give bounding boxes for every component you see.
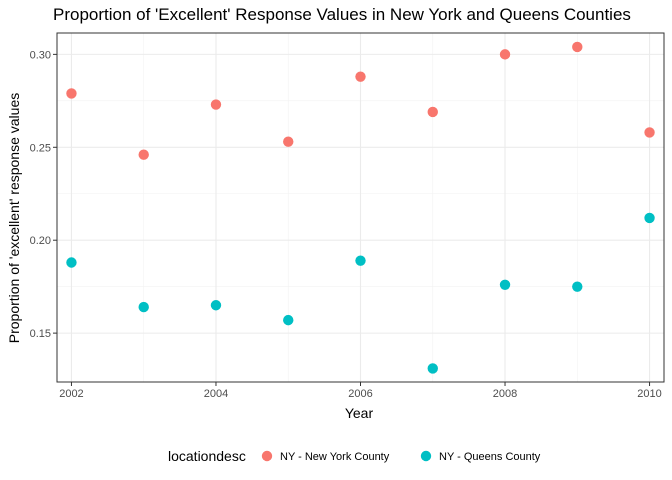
legend-title: locationdesc [168,448,246,464]
y-axis-title: Proportion of 'excellent' response value… [6,93,22,344]
legend-label-new-york: NY - New York County [280,451,390,463]
data-point-new-york [210,99,222,110]
data-point-queens [210,300,222,311]
y-tick-label: 0.15 [30,328,51,340]
data-point-new-york [644,127,655,138]
data-point-new-york [499,49,511,60]
data-point-queens [66,257,77,268]
x-tick-label: 2010 [637,388,661,400]
x-tick-label: 2006 [348,388,372,400]
data-point-new-york [66,88,77,99]
legend-key-new-york [261,450,273,462]
data-point-queens [283,314,294,326]
data-point-queens [644,212,655,224]
chart-title: Proportion of 'Excellent' Response Value… [53,5,631,24]
x-tick-label: 2002 [59,388,83,400]
x-axis: 2002 2004 2006 2008 2010 [59,382,662,400]
data-point-queens [355,255,366,266]
legend-key-queens [420,450,432,462]
x-tick-label: 2004 [204,388,228,400]
legend: locationdesc NY - New York County NY - Qu… [168,448,541,464]
y-tick-label: 0.25 [30,142,51,154]
data-point-new-york [355,71,366,82]
y-tick-label: 0.20 [30,235,51,247]
data-point-new-york [572,41,583,53]
y-axis: 0.15 0.20 0.25 0.30 [30,49,57,340]
data-point-queens [499,279,511,291]
plot-panel [56,32,665,383]
x-axis-title: Year [345,405,374,421]
data-point-new-york [138,149,149,160]
data-point-queens [427,363,438,374]
data-point-queens [138,301,149,313]
y-tick-label: 0.30 [30,49,51,61]
data-point-new-york [283,136,294,147]
data-point-queens [572,281,583,292]
x-tick-label: 2008 [493,388,517,400]
legend-label-queens: NY - Queens County [439,451,541,463]
data-point-new-york [427,106,438,118]
